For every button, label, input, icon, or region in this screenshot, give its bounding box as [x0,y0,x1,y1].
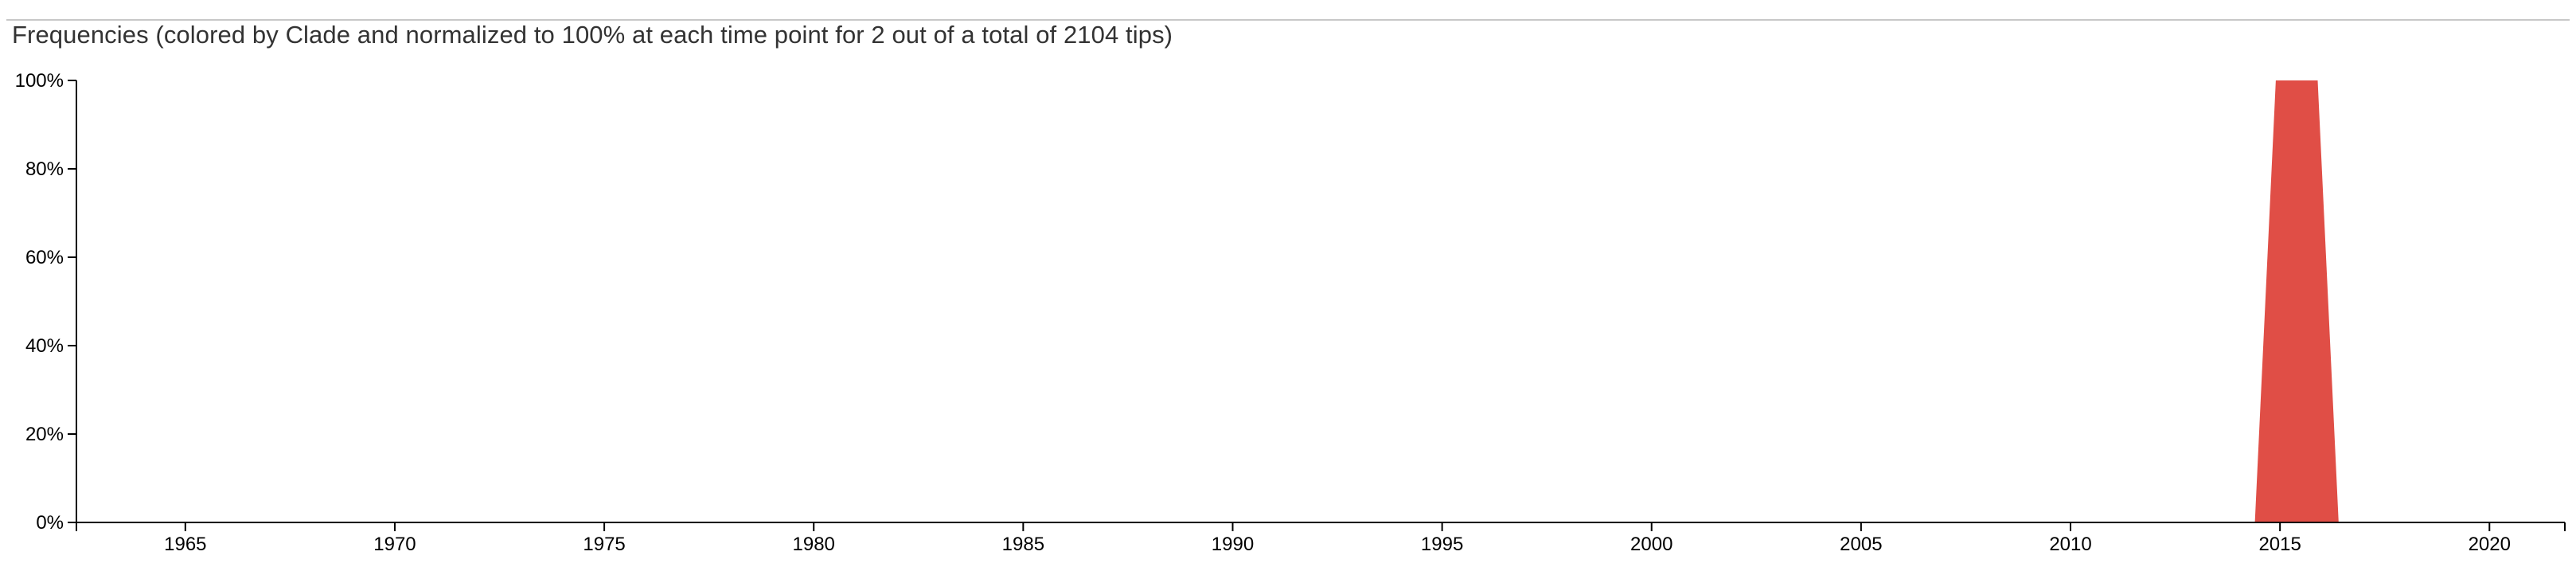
x-tick-label: 1975 [583,534,625,555]
y-tick-label: 80% [25,158,64,180]
axes-layer: 0% 20% 40% 60% 80% 100% 1965 1970 1975 1980 1985 19… [15,70,2566,555]
x-tick-label: 2010 [2049,534,2091,555]
y-tick-label: 40% [25,335,64,357]
x-tick-label: 1970 [373,534,416,555]
x-tick-label: 2000 [1630,534,1672,555]
x-tick-label: 1980 [793,534,835,555]
y-tick-label: 0% [36,512,64,534]
series-layer [2254,80,2339,522]
x-tick-label: 1965 [164,534,206,555]
x-tick-label: 1990 [1212,534,1254,555]
x-tick-label: 2020 [2469,534,2511,555]
series-area-0 [2254,80,2339,522]
y-tick-label: 20% [25,424,64,445]
y-tick-label: 100% [15,70,64,92]
x-tick-label: 1985 [1002,534,1044,555]
x-tick-label: 2005 [1840,534,1882,555]
top-divider [6,19,2570,21]
x-tick-label: 1995 [1421,534,1463,555]
x-tick-label: 2015 [2258,534,2301,555]
chart-title: Frequencies (colored by Clade and normal… [12,21,1173,49]
y-tick-label: 60% [25,247,64,268]
